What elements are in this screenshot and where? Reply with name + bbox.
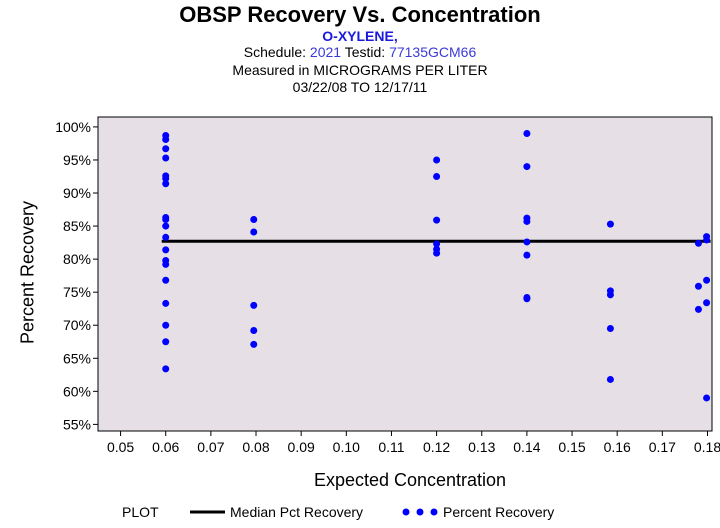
y-tick-label: 100% bbox=[55, 119, 91, 135]
data-point bbox=[433, 156, 441, 164]
legend-point-swatch-3 bbox=[430, 508, 438, 516]
data-point bbox=[523, 238, 531, 246]
data-point bbox=[606, 325, 614, 333]
x-tick-label: 0.17 bbox=[649, 439, 676, 455]
data-point bbox=[606, 291, 614, 299]
data-point bbox=[162, 321, 170, 329]
data-points bbox=[162, 130, 711, 402]
testid-label: Testid: bbox=[344, 44, 386, 60]
x-tick-label: 0.10 bbox=[333, 439, 360, 455]
plot-area bbox=[97, 116, 713, 432]
x-tick-label: 0.08 bbox=[242, 439, 269, 455]
data-point bbox=[433, 249, 441, 257]
data-point bbox=[694, 282, 702, 290]
y-tick-label: 80% bbox=[63, 251, 91, 267]
y-tick-label: 75% bbox=[63, 284, 91, 300]
data-point bbox=[250, 228, 258, 236]
y-tick-label: 85% bbox=[63, 218, 91, 234]
data-point bbox=[703, 236, 711, 244]
data-point bbox=[433, 216, 441, 224]
testid-value: 77135GCM66 bbox=[389, 44, 477, 60]
data-point bbox=[703, 299, 711, 307]
data-point bbox=[162, 260, 170, 268]
x-tick-label: 0.09 bbox=[288, 439, 315, 455]
date-range: 03/22/08 TO 12/17/11 bbox=[292, 79, 428, 95]
y-axis-label: Percent Recovery bbox=[17, 200, 38, 345]
x-tick-label: 0.05 bbox=[107, 439, 134, 455]
data-point bbox=[703, 276, 711, 284]
data-point bbox=[162, 174, 170, 182]
data-point bbox=[694, 239, 702, 247]
data-point bbox=[162, 135, 170, 143]
legend-median-label: Median Pct Recovery bbox=[230, 504, 364, 520]
y-tick-label: 60% bbox=[63, 383, 91, 399]
data-point bbox=[162, 233, 170, 241]
y-tick-label: 55% bbox=[63, 416, 91, 432]
y-tick-label: 95% bbox=[63, 152, 91, 168]
x-tick-label: 0.12 bbox=[423, 439, 450, 455]
analyte-name: O-XYLENE, bbox=[322, 28, 398, 44]
x-tick-label: 0.14 bbox=[513, 439, 540, 455]
data-point bbox=[703, 394, 711, 402]
data-point bbox=[523, 163, 531, 171]
measured-units: Measured in MICROGRAMS PER LITER bbox=[232, 62, 488, 78]
x-tick-label: 0.06 bbox=[152, 439, 179, 455]
data-point bbox=[162, 299, 170, 307]
data-point bbox=[523, 130, 531, 138]
x-tick-label: 0.15 bbox=[558, 439, 585, 455]
legend-point-swatch-1 bbox=[402, 508, 410, 516]
data-point bbox=[523, 295, 531, 303]
data-point bbox=[162, 145, 170, 153]
schedule-value: 2021 bbox=[309, 44, 342, 60]
data-point bbox=[250, 327, 258, 335]
x-tick-label: 0.07 bbox=[197, 439, 224, 455]
y-tick-label: 70% bbox=[63, 317, 91, 333]
data-point bbox=[606, 220, 614, 228]
data-point bbox=[694, 305, 702, 313]
data-point bbox=[433, 172, 441, 180]
data-point bbox=[250, 215, 258, 223]
data-point bbox=[162, 222, 170, 230]
x-tick-label: 0.16 bbox=[604, 439, 631, 455]
schedule-line: Schedule: 2021 Testid: 77135GCM66 bbox=[0, 44, 720, 60]
y-tick-label: 65% bbox=[63, 350, 91, 366]
data-point bbox=[523, 251, 531, 259]
data-point bbox=[162, 246, 170, 254]
data-point bbox=[250, 301, 258, 309]
x-axis-label: Expected Concentration bbox=[313, 470, 507, 490]
x-tick-label: 0.13 bbox=[468, 439, 495, 455]
chart-title: OBSP Recovery Vs. Concentration bbox=[179, 2, 541, 27]
legend-points-label: Percent Recovery bbox=[443, 504, 555, 520]
y-axis: 55% 60% 65% 70% 75% 80% 85% 90% 95% 100% bbox=[55, 119, 98, 432]
legend-marks bbox=[190, 508, 438, 516]
legend-plot-label: PLOT bbox=[122, 504, 159, 520]
data-point bbox=[523, 217, 531, 225]
data-point bbox=[433, 240, 441, 248]
data-point bbox=[162, 338, 170, 346]
y-tick-label: 90% bbox=[63, 185, 91, 201]
data-point bbox=[162, 154, 170, 162]
data-point bbox=[606, 375, 614, 383]
data-point bbox=[162, 180, 170, 188]
legend-point-swatch-2 bbox=[416, 508, 424, 516]
x-tick-label: 0.18 bbox=[694, 439, 720, 455]
data-point bbox=[162, 215, 170, 223]
schedule-label: Schedule: bbox=[243, 44, 307, 60]
data-point bbox=[162, 365, 170, 373]
x-axis: 0.05 0.06 0.07 0.08 0.09 0.10 0.11 0.12 0.13 0.14… bbox=[107, 431, 720, 455]
data-point bbox=[250, 340, 258, 348]
x-tick-label: 0.11 bbox=[378, 439, 404, 455]
data-point bbox=[162, 276, 170, 284]
